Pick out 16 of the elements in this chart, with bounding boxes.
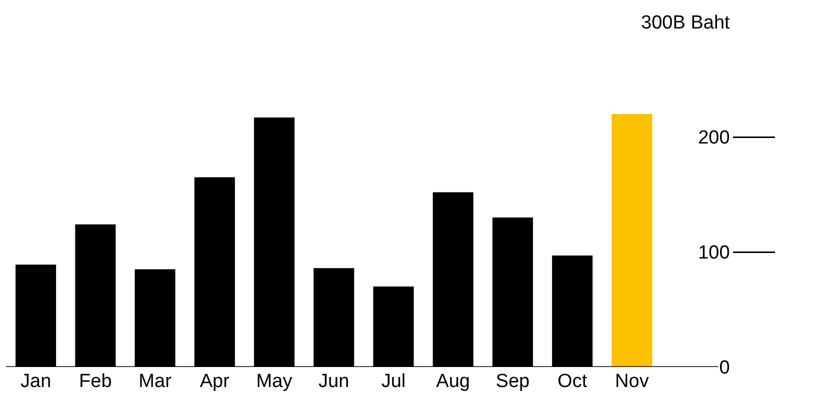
bar — [612, 114, 652, 367]
x-tick-label: Nov — [615, 371, 650, 392]
x-tick-label: Jul — [381, 371, 406, 392]
x-tick-label: Feb — [79, 371, 112, 392]
x-tick-label: Jun — [318, 371, 350, 392]
y-tick-label: 300B Baht — [641, 12, 731, 34]
x-tick-label: May — [256, 371, 293, 392]
y-tick-label: 0 — [719, 358, 730, 379]
x-tick-label: Mar — [138, 371, 172, 392]
x-tick-label: Apr — [200, 371, 230, 392]
x-tick-label: Aug — [436, 371, 470, 392]
y-tick-label: 100 — [698, 242, 730, 264]
y-tick-label: 200 — [698, 128, 730, 149]
x-tick-label: Oct — [558, 371, 588, 392]
x-tick-label: Jan — [20, 371, 52, 392]
x-tick-label: Sep — [496, 371, 530, 392]
